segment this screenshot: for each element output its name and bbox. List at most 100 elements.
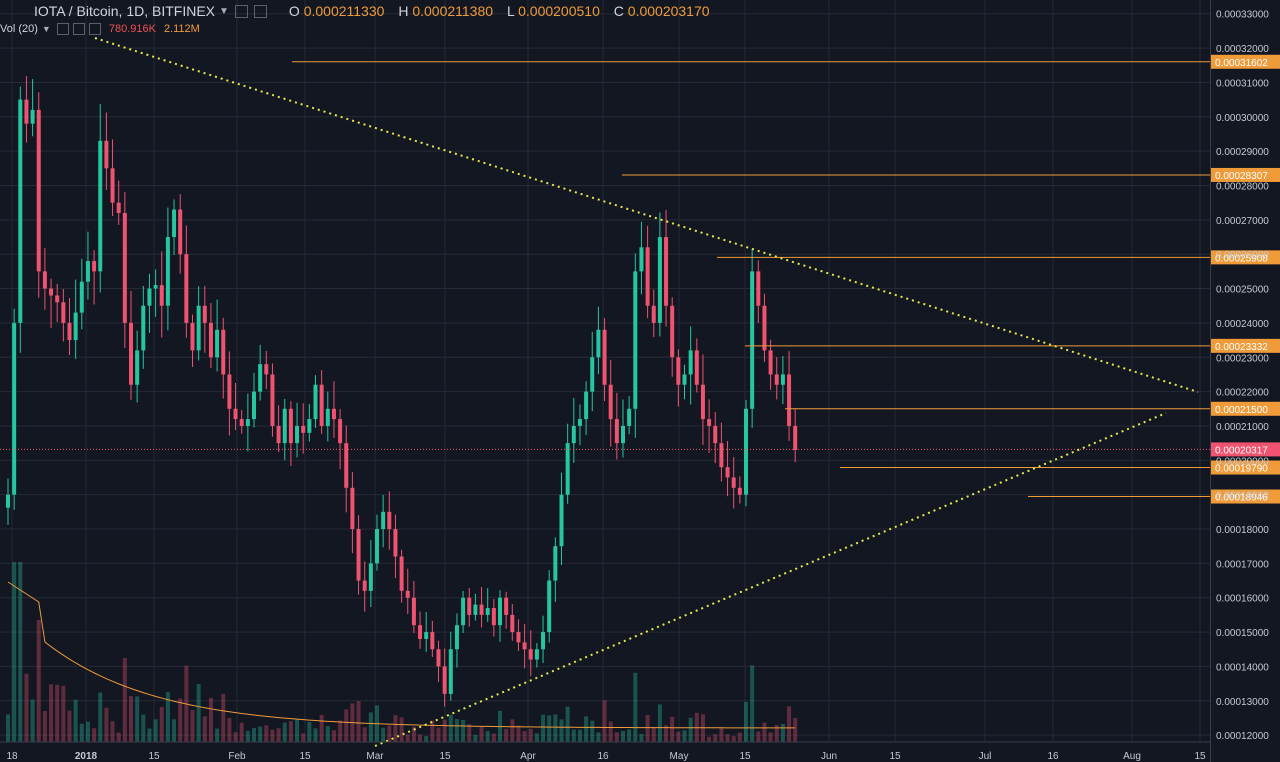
candle-body	[122, 212, 127, 323]
close-square-icon[interactable]	[88, 23, 101, 35]
candle-body	[239, 419, 244, 426]
level-tag	[1211, 167, 1280, 182]
trendlines	[94, 37, 1199, 747]
level-tag-label: 0.00025908	[1215, 253, 1268, 264]
volume-bar	[479, 726, 484, 742]
time-tick-label: 15	[739, 751, 751, 762]
price-tick-label: 0.00029000	[1216, 147, 1269, 158]
level-tag-label: 0.00018946	[1215, 493, 1268, 504]
chevron-down-icon[interactable]: ▼	[41, 24, 51, 34]
price-tick-label: 0.00025000	[1216, 285, 1269, 296]
candle-body	[633, 271, 638, 409]
candle-body	[608, 384, 613, 420]
volume-bar	[614, 732, 619, 742]
symbol-title[interactable]: IOTA / Bitcoin, 1D, BITFINEX	[34, 3, 216, 19]
volume-bar	[30, 699, 35, 742]
candle-body	[454, 625, 459, 650]
ohlc-readout: O 0.000211330 H 0.000211380 L 0.00020051…	[279, 3, 710, 19]
candle-body	[208, 322, 213, 358]
time-tick-label: 2018	[75, 751, 98, 762]
candle-body	[288, 408, 293, 444]
volume-bar	[602, 700, 607, 742]
candle-body	[461, 597, 466, 626]
volume-bar	[288, 721, 293, 742]
volume-bar	[172, 719, 177, 742]
candle-body	[651, 305, 656, 323]
volume-ma-line	[7, 581, 796, 729]
candle-body	[258, 364, 263, 392]
volume-bar	[141, 714, 146, 742]
volume-bar	[577, 729, 582, 742]
low-label: L	[506, 3, 515, 19]
candle-body	[24, 99, 29, 124]
volume-bar	[780, 723, 785, 742]
candle-body	[621, 425, 625, 444]
volume-bar	[338, 720, 343, 742]
volume-bar	[79, 723, 84, 742]
time-axis[interactable]: 18 2018 15 Feb 15 Mar 15 Apr 16 May 15 Jun 15 Jul 16 Au…	[0, 741, 1210, 762]
volume-indicator-label[interactable]: Vol (20)	[0, 23, 38, 35]
candle-body	[276, 425, 281, 444]
candle-body	[313, 384, 318, 420]
candle-body	[657, 237, 662, 323]
candle-body	[485, 608, 490, 615]
settings-square-icon[interactable]	[234, 4, 248, 18]
close-value: 0.000203170	[627, 3, 710, 19]
volume-bar	[762, 722, 767, 742]
high-value: 0.000211380	[412, 3, 494, 19]
volume-bar	[344, 709, 349, 742]
candle-body	[344, 443, 349, 488]
volume-bar	[793, 718, 798, 742]
volume-bar	[147, 728, 152, 742]
volume-bar	[85, 721, 90, 742]
close-label: C	[613, 3, 624, 19]
level-tag	[1211, 460, 1280, 475]
volume-bar	[6, 714, 10, 742]
settings-square-icon[interactable]	[56, 23, 69, 35]
volume-bar	[633, 672, 638, 742]
candle-body	[116, 202, 121, 213]
candle-body	[399, 556, 404, 591]
candle-body	[159, 285, 164, 306]
candle-body	[252, 391, 256, 420]
candle-body	[233, 408, 238, 420]
volume-bar	[227, 717, 232, 742]
volume-bar	[510, 719, 515, 742]
volume-bar	[651, 727, 656, 742]
price-axis[interactable]: 0.00033000 0.00032000 0.00031000 0.00030000…	[1216, 10, 1269, 742]
candle-body	[467, 597, 472, 615]
volume-bar	[393, 715, 398, 742]
candle-body	[719, 443, 724, 468]
volume-bar	[258, 726, 263, 742]
volume-bar	[670, 716, 675, 742]
level-tag	[1211, 338, 1280, 353]
current-price-tag	[1211, 442, 1280, 457]
volume-bar	[418, 734, 423, 742]
hide-square-icon[interactable]	[253, 4, 267, 18]
volume-bar	[774, 724, 779, 742]
candle-body	[596, 329, 601, 358]
volume-bar	[688, 717, 693, 742]
level-tag-label: 0.00019790	[1215, 464, 1268, 475]
candle-body	[688, 350, 693, 375]
chevron-down-icon[interactable]: ▼	[219, 5, 229, 17]
price-tick-label: 0.00012000	[1216, 731, 1269, 742]
volume-bar	[682, 730, 687, 742]
time-tick-label: 15	[1194, 751, 1206, 762]
volume-bar	[307, 721, 312, 742]
volume-bar	[215, 728, 220, 742]
descending-trendline	[94, 37, 1199, 393]
candle-body	[129, 322, 133, 385]
symbol-header: IOTA / Bitcoin, 1D, BITFINEX ▼ O 0.00021…	[0, 0, 710, 22]
hide-square-icon[interactable]	[72, 23, 85, 35]
candle-body	[356, 529, 361, 581]
candle-body	[676, 357, 681, 385]
volume-bar	[221, 693, 226, 742]
candle-body	[301, 425, 306, 433]
volume-bar	[491, 733, 496, 742]
candle-body	[202, 305, 207, 323]
volume-bar	[608, 721, 613, 742]
candlestick-series	[6, 76, 798, 707]
candle-body	[547, 580, 552, 633]
